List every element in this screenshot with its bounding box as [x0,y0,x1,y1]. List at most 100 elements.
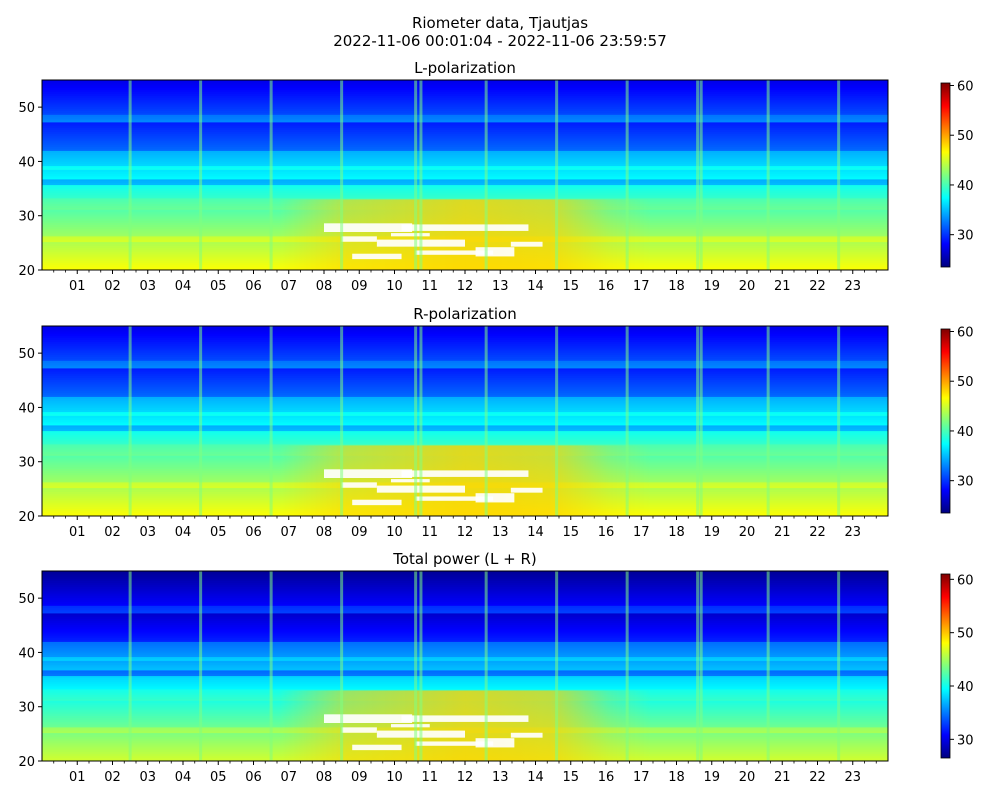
colorbar-tick-label: 50 [957,129,974,144]
x-tick-label: 21 [774,770,791,785]
x-tick-label: 07 [280,770,297,785]
x-tick-label: 11 [421,770,438,785]
x-tick-label: 12 [457,525,474,540]
y-tick-label: 30 [18,701,35,716]
colorbar-tick-label: 30 [957,733,974,748]
x-tick-label: 03 [139,770,156,785]
panel-1: L-polarization 20 30 40 50 01 02 03 04 05 06 07 08 09… [18,59,973,294]
x-tick-label: 17 [633,525,650,540]
x-tick-label: 10 [386,525,403,540]
x-tick-label: 19 [703,770,720,785]
x-tick-label: 16 [598,770,615,785]
x-tick-label: 09 [351,279,368,294]
panel-title: Total power (L + R) [392,550,537,568]
x-tick-label: 11 [421,525,438,540]
x-tick-label: 15 [562,279,579,294]
colorbar-tick-label: 60 [957,573,974,588]
x-tick-label: 23 [844,279,861,294]
x-tick-label: 09 [351,770,368,785]
y-tick-label: 20 [18,755,35,770]
x-tick-label: 10 [386,770,403,785]
colorbar-tick-label: 40 [957,680,974,695]
x-tick-label: 15 [562,525,579,540]
x-tick-label: 23 [844,525,861,540]
y-tick-label: 30 [18,456,35,471]
x-tick-label: 13 [492,770,509,785]
x-tick-label: 08 [316,525,333,540]
panel-2: R-polarization 20 30 40 50 01 02 03 04 05 06 07 08 09… [18,305,973,540]
x-tick-label: 08 [316,770,333,785]
colorbar [940,82,951,268]
x-tick-label: 13 [492,525,509,540]
x-tick-label: 06 [245,279,262,294]
x-tick-label: 19 [703,525,720,540]
x-tick-label: 01 [69,279,86,294]
x-tick-label: 01 [69,770,86,785]
x-tick-label: 03 [139,279,156,294]
x-tick-label: 05 [210,525,227,540]
y-tick-label: 40 [18,401,35,416]
figure-subtitle: 2022-11-06 00:01:04 - 2022-11-06 23:59:5… [333,32,667,50]
x-tick-label: 11 [421,279,438,294]
heatmap-image [42,80,888,270]
x-tick-label: 14 [527,770,544,785]
y-tick-label: 20 [18,510,35,525]
x-tick-label: 21 [774,279,791,294]
panels: L-polarization 20 30 40 50 01 02 03 04 05 06 07 08 09… [18,59,973,785]
x-tick-label: 22 [809,279,826,294]
x-tick-label: 07 [280,525,297,540]
x-tick-label: 22 [809,770,826,785]
heatmap-image [42,571,888,761]
x-tick-label: 17 [633,770,650,785]
x-tick-label: 12 [457,770,474,785]
colorbar-tick-label: 40 [957,425,974,440]
colorbar [940,573,951,759]
x-tick-label: 08 [316,279,333,294]
x-tick-label: 02 [104,525,121,540]
colorbar-tick-label: 60 [957,325,974,340]
x-tick-label: 02 [104,770,121,785]
x-tick-label: 05 [210,279,227,294]
x-tick-label: 12 [457,279,474,294]
x-tick-label: 06 [245,770,262,785]
x-tick-label: 17 [633,279,650,294]
x-tick-label: 10 [386,279,403,294]
x-tick-label: 06 [245,525,262,540]
x-tick-label: 05 [210,770,227,785]
colorbar-tick-label: 60 [957,79,974,94]
x-tick-label: 13 [492,279,509,294]
heatmap-image [42,326,888,516]
colorbar-tick-label: 30 [957,475,974,490]
x-tick-label: 15 [562,770,579,785]
y-tick-label: 50 [18,592,35,607]
colorbar-tick-label: 50 [957,627,974,642]
colorbar-tick-label: 50 [957,375,974,390]
x-tick-label: 20 [739,770,756,785]
x-tick-label: 14 [527,279,544,294]
x-tick-label: 02 [104,279,121,294]
x-tick-label: 04 [175,525,192,540]
colorbar-tick-label: 30 [957,229,974,244]
x-tick-label: 04 [175,279,192,294]
y-tick-label: 50 [18,347,35,362]
colorbar [940,328,951,514]
colorbar-tick-label: 40 [957,179,974,194]
y-tick-label: 30 [18,210,35,225]
panel-title: R-polarization [413,305,516,323]
x-tick-label: 14 [527,525,544,540]
x-tick-label: 22 [809,525,826,540]
y-tick-label: 20 [18,264,35,279]
y-tick-label: 40 [18,646,35,661]
y-tick-label: 50 [18,101,35,116]
x-tick-label: 23 [844,770,861,785]
panel-title: L-polarization [414,59,516,77]
x-tick-label: 01 [69,525,86,540]
x-tick-label: 20 [739,525,756,540]
x-tick-label: 16 [598,279,615,294]
x-tick-label: 20 [739,279,756,294]
x-tick-label: 18 [668,770,685,785]
x-tick-label: 03 [139,525,156,540]
x-tick-label: 09 [351,525,368,540]
figure-title: Riometer data, Tjautjas [412,14,588,32]
